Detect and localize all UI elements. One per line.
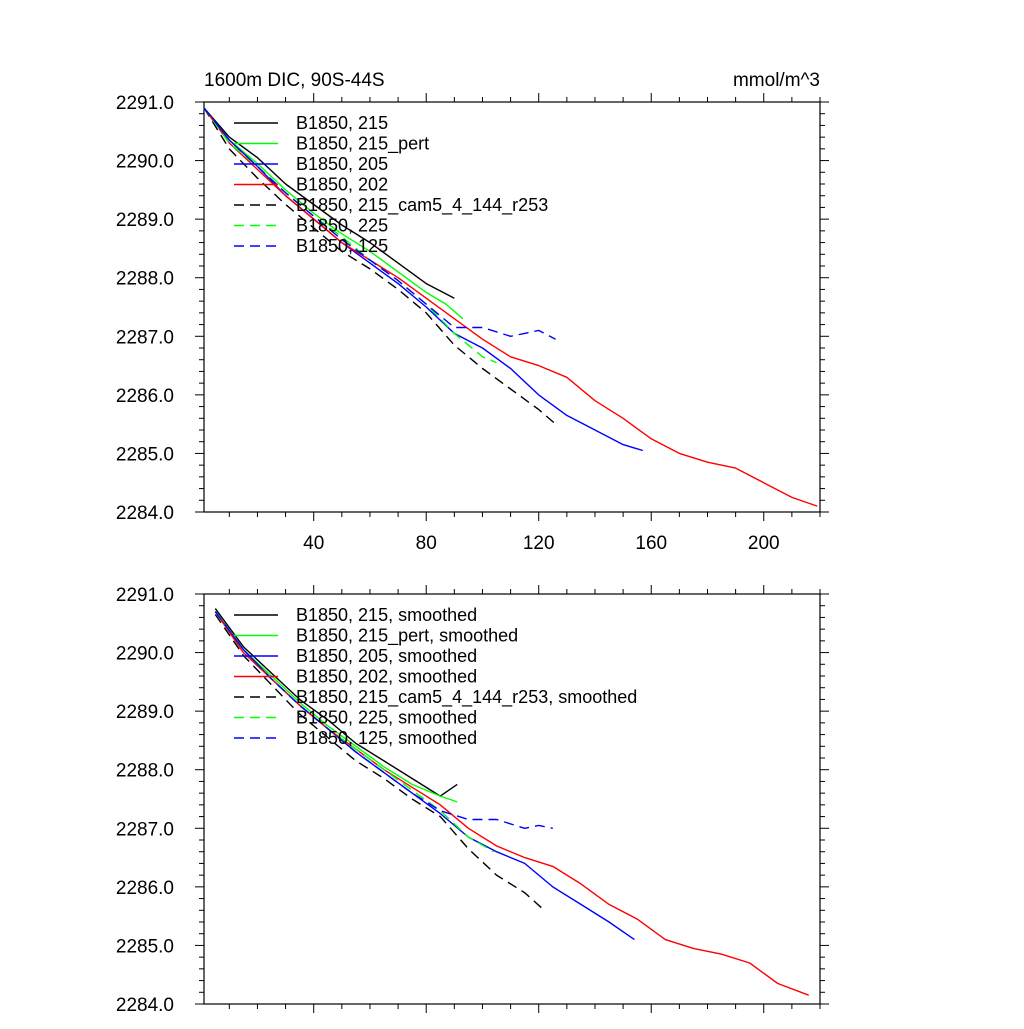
top-y-tick-label: 2288.0 [116, 269, 174, 290]
bottom-series-line-5 [214, 611, 495, 853]
top-y-tick-label: 2286.0 [116, 386, 174, 407]
top-panel-units: mmol/m^3 [733, 70, 820, 91]
top-legend-label-5: B1850, 225 [296, 216, 388, 236]
bottom-y-tick-label: 2288.0 [116, 761, 174, 782]
bottom-y-tick-label: 2290.0 [116, 644, 174, 665]
bottom-y-tick-label: 2286.0 [116, 878, 174, 899]
top-legend-label-0: B1850, 215 [296, 113, 388, 133]
bottom-y-tick-label: 2291.0 [116, 585, 174, 606]
bottom-series-line-4 [214, 614, 545, 911]
bottom-legend-label-2: B1850, 205, smoothed [296, 646, 477, 666]
bottom-legend-label-6: B1850, 125, smoothed [296, 728, 477, 748]
top-plot-frame [203, 101, 821, 513]
top-y-tick-label: 2284.0 [116, 503, 174, 524]
bottom-y-tick-label: 2289.0 [116, 702, 174, 723]
top-y-tick-label: 2289.0 [116, 210, 174, 231]
top-legend-label-3: B1850, 202 [296, 175, 388, 195]
bottom-plot-frame [203, 593, 821, 1005]
top-y-tick-label: 2285.0 [116, 444, 174, 465]
bottom-legend-label-3: B1850, 202, smoothed [296, 667, 477, 687]
top-x-tick-label: 200 [748, 533, 780, 554]
top-legend-label-2: B1850, 205 [296, 154, 388, 174]
bottom-legend-label-1: B1850, 215_pert, smoothed [296, 626, 518, 647]
top-x-tick-label: 160 [635, 533, 667, 554]
top-panel-title: 1600m DIC, 90S-44S [204, 70, 385, 91]
bottom-series-line-6 [214, 611, 553, 829]
top-y-tick-label: 2287.0 [116, 327, 174, 348]
top-series-line-6 [203, 107, 556, 340]
top-series-line-3 [203, 107, 818, 507]
top-legend-label-1: B1850, 215_pert [296, 134, 429, 155]
top-y-tick-label: 2291.0 [116, 93, 174, 114]
top-legend-label-6: B1850, 125 [296, 236, 388, 256]
bottom-series-line-0 [214, 608, 458, 797]
top-x-tick-label: 40 [303, 533, 324, 554]
top-series-line-2 [203, 107, 644, 452]
bottom-y-tick-label: 2287.0 [116, 819, 174, 840]
bottom-y-tick-label: 2284.0 [116, 995, 174, 1016]
bottom-legend-label-4: B1850, 215_cam5_4_144_r253, smoothed [296, 687, 637, 708]
bottom-y-tick-label: 2285.0 [116, 936, 174, 957]
top-series-line-0 [203, 107, 455, 299]
top-x-tick-label: 120 [523, 533, 555, 554]
bottom-series-line-1 [214, 611, 458, 803]
top-legend-label-4: B1850, 215_cam5_4_144_r253 [296, 195, 548, 216]
top-x-tick-label: 80 [416, 533, 437, 554]
bottom-legend-label-5: B1850, 225, smoothed [296, 708, 477, 728]
top-y-tick-label: 2290.0 [116, 152, 174, 173]
top-series-line-1 [203, 107, 464, 320]
bottom-legend-label-0: B1850, 215, smoothed [296, 605, 477, 625]
